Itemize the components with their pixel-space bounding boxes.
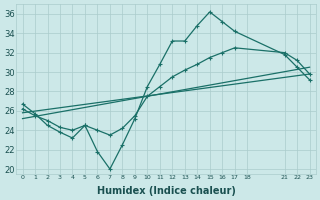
X-axis label: Humidex (Indice chaleur): Humidex (Indice chaleur) xyxy=(97,186,236,196)
